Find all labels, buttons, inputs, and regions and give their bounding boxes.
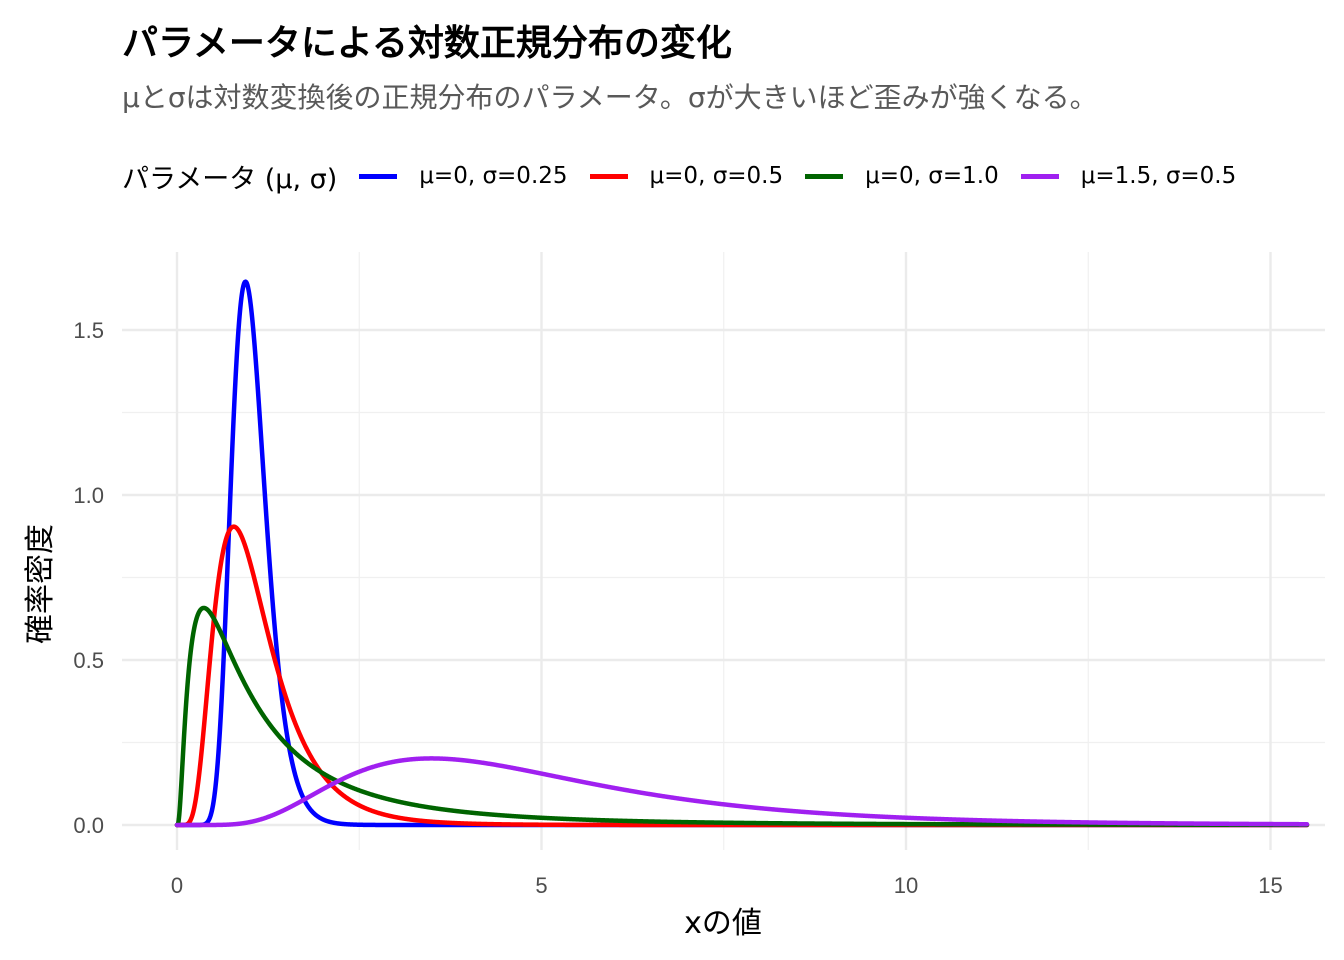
x-tick-label-1: 0 <box>171 873 183 898</box>
legend-key-1 <box>359 173 398 179</box>
y-tick-label-4: 1.5 <box>73 318 104 343</box>
chart-title: パラメータによる対数正規分布の変化 <box>122 23 732 64</box>
legend-item-3: μ=0, σ=1.0 <box>805 163 999 189</box>
y-tick-label-1: 0.0 <box>73 813 104 838</box>
chart-subtitle: μとσは対数変換後の正規分布のパラメータ。σが大きいほど歪みが強くなる。 <box>122 81 1098 114</box>
series-lines <box>174 279 1310 828</box>
legend: パラメータ (μ, σ) μ=0, σ=0.25 μ=0, σ=0.5 μ=0,… <box>122 156 1258 196</box>
x-tick-label-2: 5 <box>535 873 547 898</box>
y-axis-title: 確率密度 <box>23 524 58 644</box>
series-line-2 <box>174 524 1310 828</box>
legend-item-2: μ=0, σ=0.5 <box>589 163 784 189</box>
legend-key-3 <box>805 173 844 179</box>
x-axis-title: xの値 <box>684 906 762 941</box>
y-tick-label-2: 0.5 <box>73 648 104 673</box>
series-line-1 <box>174 279 1310 828</box>
series-line-3 <box>174 605 1310 828</box>
legend-key-4 <box>1020 173 1059 179</box>
y-tick-label-3: 1.0 <box>73 483 104 508</box>
legend-item-4: μ=1.5, σ=0.5 <box>1020 163 1237 189</box>
legend-key-2 <box>589 173 628 179</box>
legend-title: パラメータ (μ, σ) <box>122 163 338 195</box>
tick-labels: 0 5 10 15 0.0 0.5 1.0 1.5 <box>73 318 1282 898</box>
series-line-4 <box>174 756 1310 828</box>
x-tick-label-3: 10 <box>894 873 918 898</box>
legend-label-3: μ=0, σ=1.0 <box>865 163 999 189</box>
legend-label-4: μ=1.5, σ=0.5 <box>1080 163 1237 189</box>
x-tick-label-4: 15 <box>1258 873 1282 898</box>
legend-item-1: μ=0, σ=0.25 <box>359 163 568 189</box>
legend-label-1: μ=0, σ=0.25 <box>419 163 568 189</box>
legend-label-2: μ=0, σ=0.5 <box>649 163 784 189</box>
grid <box>122 252 1325 850</box>
